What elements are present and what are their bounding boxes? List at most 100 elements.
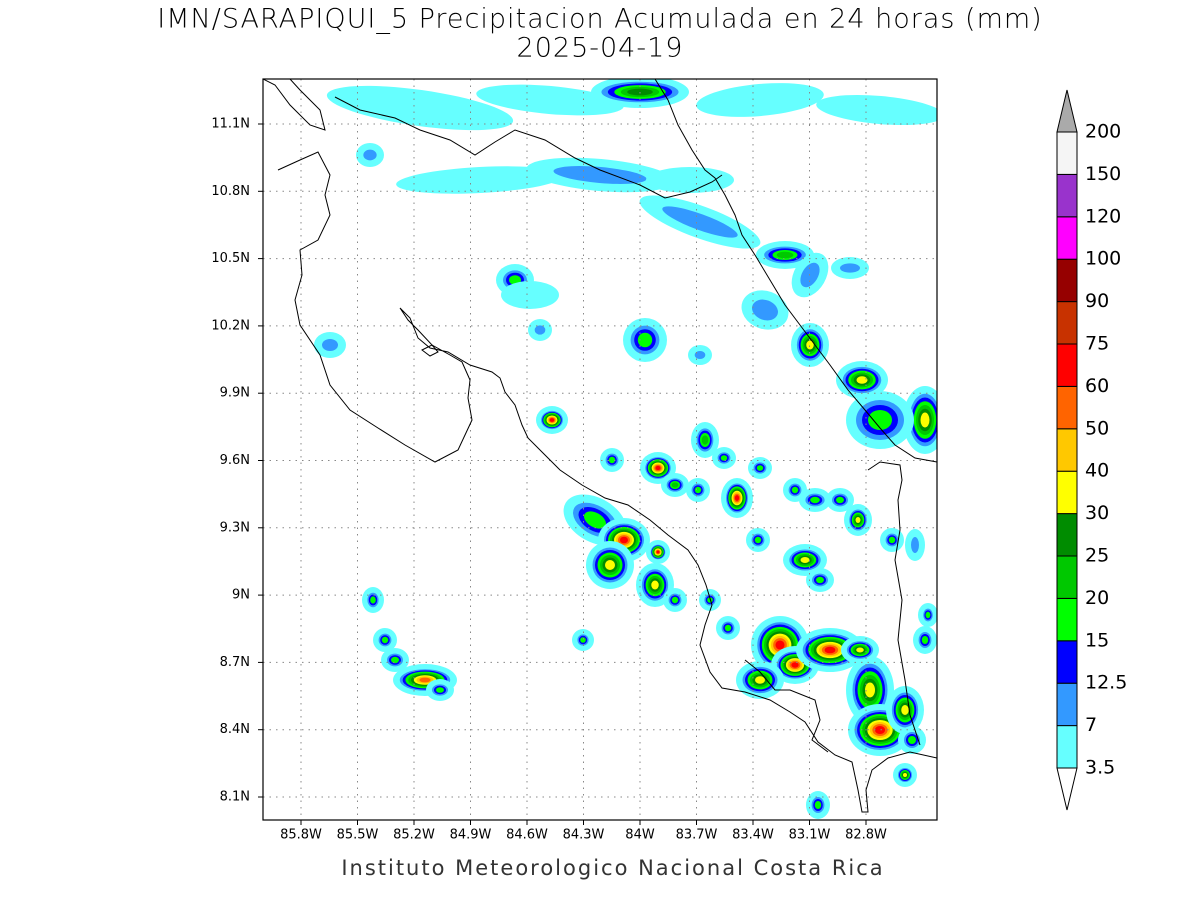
rain-area [816,94,937,126]
colorbar-box [1056,258,1078,303]
colorbar-label: 150 [1085,163,1121,185]
map-frame [262,78,938,821]
colorbar-label: 40 [1085,460,1109,482]
rain-area [501,281,559,309]
colorbar-box [1056,640,1078,684]
osa-peninsula [744,659,829,753]
colorbar-label: 3.5 [1085,757,1115,779]
rain-area [810,496,820,504]
rain-area [322,339,338,351]
lat-label: 9N [232,588,250,603]
rain-area [920,412,930,428]
colorbar-label: 90 [1085,290,1109,312]
rain-area [814,801,822,809]
rain-area [856,647,864,653]
colorbar-under [1056,767,1078,811]
rain-area [605,560,615,570]
colorbar-label: 60 [1085,375,1109,397]
nicoya-island [421,344,439,357]
lat-label: 10.5N [211,251,250,266]
colorbar-label: 12.5 [1085,672,1127,694]
rain-area [724,624,732,632]
colorbar-box [1056,131,1078,175]
rain-area [756,465,764,471]
rain-area [419,677,431,683]
rain-area [836,496,844,504]
lat-label: 10.2N [211,318,250,333]
rain-area [584,511,606,529]
colorbar-label: 200 [1085,121,1121,143]
lon-label: 82.8W [845,828,887,843]
footer: Instituto Meteorologico Nacional Costa R… [341,856,884,880]
rain-area [775,640,785,650]
lon-label: 85.5W [337,828,379,843]
colorbar-label: 25 [1085,545,1109,567]
colorbar-box [1056,428,1078,472]
map-bg [263,79,937,820]
caribbean-coast [654,79,937,463]
colorbar-label: 30 [1085,502,1109,524]
rain-area [391,656,399,664]
colorbar-label: 100 [1085,248,1121,270]
rain-area [720,455,728,461]
lat-label: 10.8N [211,184,250,199]
rain-area [791,486,799,494]
rain-area [925,611,931,619]
lat-label: 8.7N [220,655,250,670]
rain-area [651,580,659,590]
colorbar-label: 15 [1085,629,1109,651]
rain-area [865,682,875,698]
axis-labels: 85.8W 85.5W 85.2W 84.9W 84.6W 84.3W 84W 83.7W 83… [211,117,887,843]
colorbar-label: 75 [1085,333,1109,355]
rain-area [436,687,444,693]
rain-area [791,662,799,668]
rain-area [656,550,660,554]
lat-label: 11.1N [211,117,250,132]
rain-area [694,351,706,359]
colorbar-box [1056,597,1078,642]
colorbar: 3.5 7 12.5 15 20 25 30 40 50 60 75 90 100 120 150 200 [1056,89,1127,811]
rain-area [701,435,709,445]
lon-label: 85.2W [393,828,435,843]
rain-area [921,636,929,644]
rain-area [911,537,919,553]
rain-area [752,299,778,321]
lat-label: 9.6N [220,453,250,468]
lon-label: 83.7W [676,828,718,843]
rain-area [734,495,740,501]
rain-area [755,676,765,684]
rain-area [549,418,555,422]
pacific-coast [277,151,937,813]
colorbar-box [1056,301,1078,345]
rain-area [696,83,824,117]
rain-area [868,410,892,430]
rain-area [381,636,389,644]
coastlines [263,79,937,813]
rain-area [901,705,909,715]
rain-area [908,736,916,744]
colorbar-label: 20 [1085,587,1109,609]
nicaragua-lake [263,79,326,131]
rain-area [824,646,836,654]
rain-area [806,340,814,350]
lon-label: 83.1W [789,828,831,843]
colorbar-box [1056,555,1078,599]
rain-area [776,251,794,259]
rain-area [694,486,702,494]
rain-area [671,482,679,488]
nicaragua-border [334,96,723,199]
lon-label: 84.9W [450,828,492,843]
panama-border [867,461,921,746]
lat-label: 8.4N [220,722,250,737]
lon-label: 84.3W [563,828,605,843]
colorbar-box [1056,682,1078,727]
rain-area [363,149,377,161]
rain-area [553,166,647,184]
rain-area [662,206,738,238]
rain-area [903,773,907,777]
colorbar-box [1056,725,1078,769]
rain-area [856,376,868,384]
title: IMN/SARAPIQUI_5 Precipitacion Acumulada … [157,4,1042,35]
lat-label: 8.1N [220,790,250,805]
